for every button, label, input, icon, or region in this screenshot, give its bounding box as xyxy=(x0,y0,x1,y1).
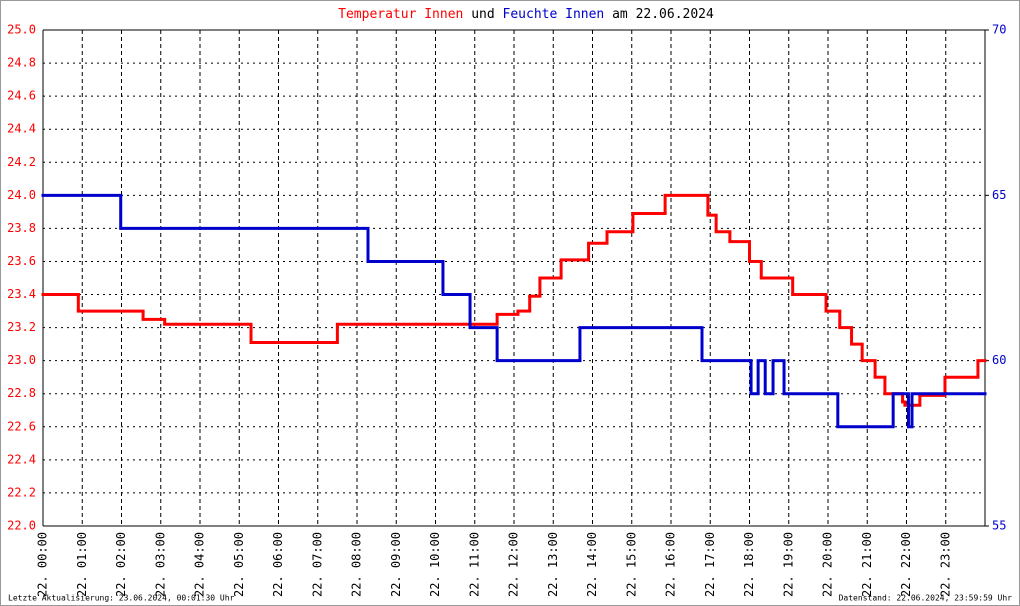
x-tick-label: 22. 21:00 xyxy=(860,532,874,597)
y-tick-label: 23.6 xyxy=(7,254,36,268)
x-tick-label: 22. 14:00 xyxy=(585,532,599,597)
y-tick-label: 24.8 xyxy=(7,56,36,70)
x-tick-label: 22. 02:00 xyxy=(114,532,128,597)
x-tick-label: 22. 15:00 xyxy=(624,532,638,597)
y-tick-label: 23.2 xyxy=(7,320,36,334)
x-tick-label: 22. 06:00 xyxy=(271,532,285,597)
x-tick-label: 22. 12:00 xyxy=(507,532,521,597)
y-tick-label: 22.6 xyxy=(7,419,36,433)
x-tick-label: 22. 17:00 xyxy=(703,532,717,597)
y2-tick-label: 70 xyxy=(992,23,1006,37)
y-tick-label: 22.2 xyxy=(7,485,36,499)
y2-tick-label: 65 xyxy=(992,188,1006,202)
y2-tick-label: 55 xyxy=(992,519,1006,533)
x-tick-label: 22. 08:00 xyxy=(350,532,364,597)
y2-tick-label: 60 xyxy=(992,353,1006,367)
title-part: und xyxy=(471,7,494,22)
y-tick-label: 22.8 xyxy=(7,386,36,400)
x-tick-label: 22. 04:00 xyxy=(193,532,207,597)
x-tick-label: 22. 13:00 xyxy=(546,532,560,597)
y-tick-label: 22.0 xyxy=(7,519,36,533)
x-tick-label: 22. 03:00 xyxy=(153,532,167,597)
x-tick-label: 22. 23:00 xyxy=(938,532,952,597)
x-tick-label: 22. 07:00 xyxy=(310,532,324,597)
x-tick-label: 22. 00:00 xyxy=(36,532,50,597)
x-tick-label: 22. 05:00 xyxy=(232,532,246,597)
y-tick-label: 24.4 xyxy=(7,122,36,136)
title-part: Temperatur Innen xyxy=(338,7,463,22)
y-tick-label: 24.2 xyxy=(7,155,36,169)
y-tick-label: 23.4 xyxy=(7,287,36,301)
x-tick-label: 22. 09:00 xyxy=(389,532,403,597)
y-tick-label: 25.0 xyxy=(7,23,36,37)
x-tick-label: 22. 22:00 xyxy=(899,532,913,597)
y-tick-label: 24.6 xyxy=(7,89,36,103)
footer-right: Datenstand: 22.06.2024, 23:59:59 Uhr xyxy=(839,594,1013,603)
x-tick-label: 22. 20:00 xyxy=(821,532,835,597)
x-tick-label: 22. 01:00 xyxy=(75,532,89,597)
x-tick-label: 22. 16:00 xyxy=(664,532,678,597)
title-part: am 22.06.2024 xyxy=(612,7,714,22)
x-tick-label: 22. 19:00 xyxy=(781,532,795,597)
y-tick-label: 23.0 xyxy=(7,353,36,367)
x-tick-label: 22. 18:00 xyxy=(742,532,756,597)
x-tick-label: 22. 11:00 xyxy=(467,532,481,597)
y-tick-label: 22.4 xyxy=(7,452,36,466)
y-tick-label: 23.8 xyxy=(7,221,36,235)
x-tick-label: 22. 10:00 xyxy=(428,532,442,597)
chart-title: Temperatur Innen und Feuchte Innen am 22… xyxy=(338,7,714,22)
title-part: Feuchte Innen xyxy=(503,7,605,22)
footer-left: Letzte Aktualisierung: 23.06.2024, 00:01… xyxy=(8,594,235,603)
y-tick-label: 24.0 xyxy=(7,188,36,202)
